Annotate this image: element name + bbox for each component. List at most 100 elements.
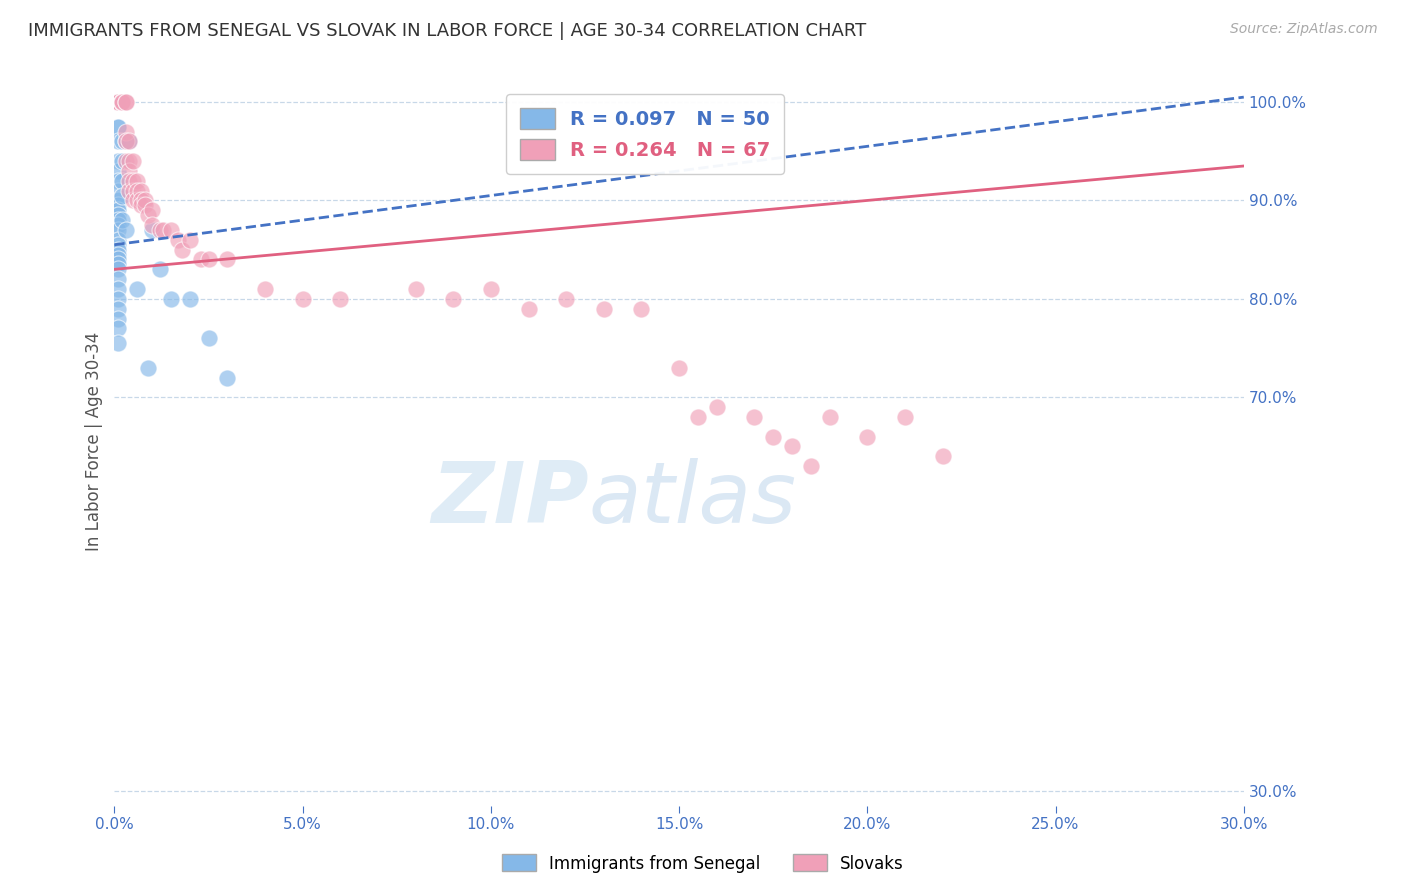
Point bbox=[111, 95, 134, 109]
Y-axis label: In Labor Force | Age 30-34: In Labor Force | Age 30-34 bbox=[86, 332, 103, 551]
Point bbox=[114, 124, 136, 138]
Point bbox=[107, 154, 129, 169]
Point bbox=[107, 184, 129, 198]
Point bbox=[197, 331, 219, 345]
Point bbox=[706, 400, 728, 414]
Point bbox=[190, 252, 212, 267]
Point bbox=[107, 164, 129, 178]
Point bbox=[107, 95, 129, 109]
Point bbox=[107, 198, 129, 212]
Point bbox=[172, 243, 194, 257]
Point bbox=[107, 247, 129, 261]
Point bbox=[125, 194, 148, 208]
Point bbox=[800, 459, 823, 474]
Point bbox=[217, 252, 239, 267]
Point bbox=[136, 208, 159, 222]
Point bbox=[179, 292, 201, 306]
Point bbox=[111, 154, 134, 169]
Point bbox=[118, 154, 141, 169]
Point bbox=[134, 198, 156, 212]
Point bbox=[107, 95, 129, 109]
Legend: R = 0.097   N = 50, R = 0.264   N = 67: R = 0.097 N = 50, R = 0.264 N = 67 bbox=[506, 95, 785, 174]
Point bbox=[894, 409, 917, 424]
Point bbox=[107, 135, 129, 149]
Point bbox=[122, 184, 145, 198]
Point bbox=[517, 301, 540, 316]
Point bbox=[118, 184, 141, 198]
Point bbox=[114, 95, 136, 109]
Point bbox=[107, 95, 129, 109]
Point bbox=[668, 360, 690, 375]
Point bbox=[856, 429, 879, 443]
Point bbox=[107, 257, 129, 271]
Legend: Immigrants from Senegal, Slovaks: Immigrants from Senegal, Slovaks bbox=[495, 847, 911, 880]
Point bbox=[107, 336, 129, 351]
Point bbox=[111, 95, 134, 109]
Point bbox=[122, 154, 145, 169]
Point bbox=[111, 188, 134, 202]
Point bbox=[780, 439, 803, 453]
Point bbox=[107, 292, 129, 306]
Point bbox=[111, 95, 134, 109]
Point bbox=[107, 237, 129, 252]
Point bbox=[118, 174, 141, 188]
Point bbox=[479, 282, 502, 296]
Point bbox=[134, 194, 156, 208]
Point bbox=[160, 223, 183, 237]
Text: Source: ZipAtlas.com: Source: ZipAtlas.com bbox=[1230, 22, 1378, 37]
Text: ZIP: ZIP bbox=[432, 458, 589, 541]
Point bbox=[107, 243, 129, 257]
Point bbox=[762, 429, 785, 443]
Point bbox=[141, 203, 163, 218]
Point bbox=[114, 95, 136, 109]
Point bbox=[405, 282, 427, 296]
Point bbox=[111, 95, 134, 109]
Point bbox=[217, 370, 239, 384]
Point bbox=[107, 272, 129, 286]
Point bbox=[107, 233, 129, 247]
Point bbox=[441, 292, 464, 306]
Point bbox=[129, 194, 152, 208]
Point bbox=[125, 282, 148, 296]
Point bbox=[107, 95, 129, 109]
Point bbox=[107, 213, 129, 227]
Point bbox=[291, 292, 314, 306]
Point bbox=[107, 194, 129, 208]
Point bbox=[107, 95, 129, 109]
Point bbox=[122, 194, 145, 208]
Point bbox=[744, 409, 766, 424]
Point bbox=[107, 218, 129, 232]
Point bbox=[107, 174, 129, 188]
Point bbox=[107, 282, 129, 296]
Point bbox=[107, 252, 129, 267]
Point bbox=[107, 311, 129, 326]
Point bbox=[107, 95, 129, 109]
Point bbox=[111, 95, 134, 109]
Point bbox=[160, 292, 183, 306]
Point bbox=[630, 301, 652, 316]
Point bbox=[114, 223, 136, 237]
Point bbox=[329, 292, 352, 306]
Point bbox=[111, 213, 134, 227]
Point bbox=[141, 218, 163, 232]
Point bbox=[118, 164, 141, 178]
Point bbox=[592, 301, 614, 316]
Point bbox=[114, 154, 136, 169]
Point bbox=[107, 95, 129, 109]
Text: atlas: atlas bbox=[589, 458, 797, 541]
Point bbox=[149, 223, 172, 237]
Point bbox=[129, 184, 152, 198]
Point bbox=[118, 135, 141, 149]
Point bbox=[111, 174, 134, 188]
Point bbox=[125, 184, 148, 198]
Point bbox=[107, 120, 129, 134]
Point bbox=[114, 135, 136, 149]
Point bbox=[107, 208, 129, 222]
Point bbox=[111, 135, 134, 149]
Point bbox=[111, 95, 134, 109]
Point bbox=[167, 233, 190, 247]
Point bbox=[107, 120, 129, 134]
Text: IMMIGRANTS FROM SENEGAL VS SLOVAK IN LABOR FORCE | AGE 30-34 CORRELATION CHART: IMMIGRANTS FROM SENEGAL VS SLOVAK IN LAB… bbox=[28, 22, 866, 40]
Point bbox=[179, 233, 201, 247]
Point bbox=[141, 223, 163, 237]
